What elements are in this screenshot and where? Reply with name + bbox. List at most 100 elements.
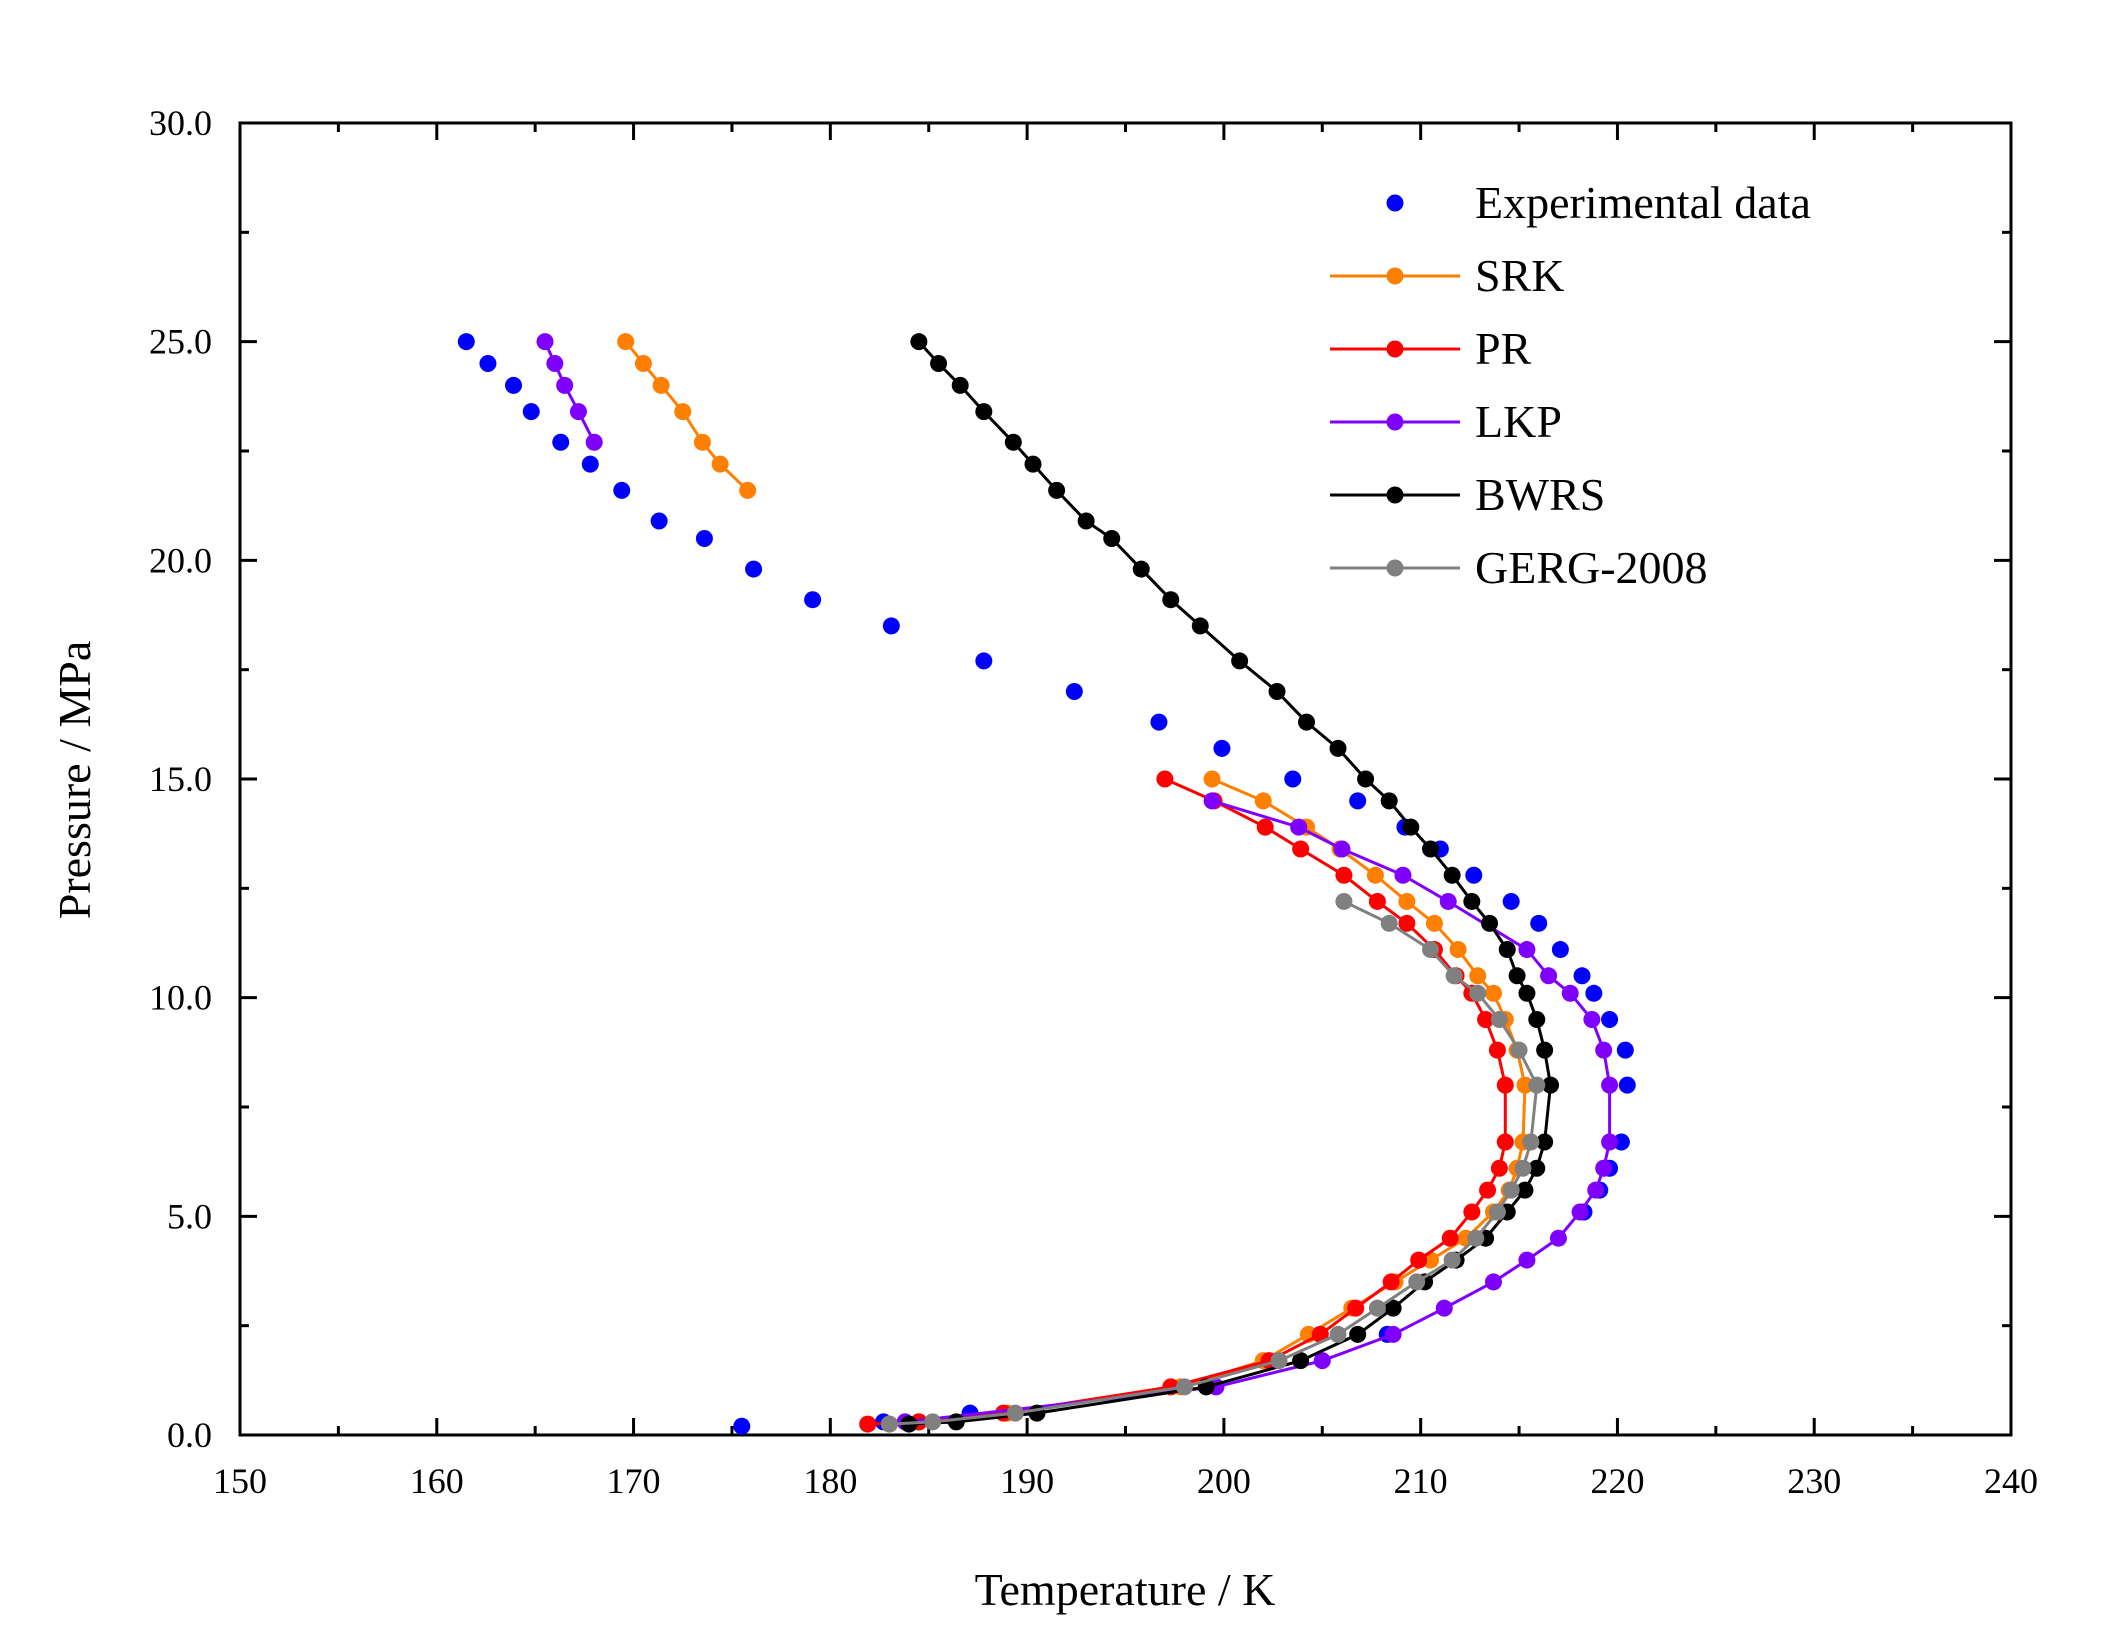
- pr-point: [1479, 1181, 1497, 1199]
- pr-point: [1292, 840, 1310, 858]
- pr-point: [1477, 1011, 1495, 1029]
- pr-point: [1463, 1203, 1481, 1221]
- axis-ticks: [238, 121, 2013, 1437]
- y-tick-label: 0.0: [167, 1415, 212, 1455]
- experimental-data-point: [1213, 739, 1231, 757]
- gerg-2008-point: [1490, 1011, 1508, 1029]
- srk-point: [693, 433, 711, 451]
- gerg-2008-point: [1408, 1273, 1426, 1291]
- gerg-2008-point: [1368, 1299, 1386, 1317]
- pr-point: [1156, 770, 1174, 788]
- legend-label: Experimental data: [1475, 177, 1811, 228]
- pr-point: [1398, 914, 1416, 932]
- srk-point: [1254, 792, 1272, 810]
- y-tick-label: 30.0: [149, 103, 212, 143]
- bwrs-point: [1048, 481, 1066, 499]
- lkp-point: [1595, 1041, 1613, 1059]
- y-tick-label: 5.0: [167, 1196, 212, 1236]
- x-tick-label: 160: [410, 1461, 464, 1501]
- srk-point: [1203, 770, 1221, 788]
- series-lkp: [536, 333, 1619, 1431]
- bwrs-point: [1357, 770, 1375, 788]
- gerg-2008-point: [1445, 967, 1463, 985]
- series-pr: [859, 770, 1514, 1433]
- experimental-data-point: [882, 617, 900, 635]
- legend-marker: [1386, 486, 1404, 504]
- bwrs-point: [1077, 512, 1095, 530]
- x-tick-label: 190: [1000, 1461, 1054, 1501]
- axis-tick-labels: 150 160 170 180 190 200 210 220 230 240 0.0 5.0 10.0…: [149, 103, 2038, 1501]
- lkp-point: [1601, 1133, 1619, 1151]
- lkp-point: [1587, 1181, 1605, 1199]
- bwrs-point: [1443, 866, 1461, 884]
- bwrs-point: [1380, 792, 1398, 810]
- experimental-data-point: [479, 355, 497, 373]
- lkp-point: [1601, 1076, 1619, 1094]
- pr-point: [1496, 1133, 1514, 1151]
- experimental-data-point: [1612, 1133, 1630, 1151]
- y-tick-label: 10.0: [149, 978, 212, 1018]
- bwrs-point: [1162, 591, 1180, 609]
- pr-point: [1410, 1251, 1428, 1269]
- lkp-point: [556, 376, 574, 394]
- legend-label: PR: [1475, 323, 1532, 374]
- pr-point: [1441, 1229, 1459, 1247]
- y-axis-title: Pressure / MPa: [49, 641, 100, 920]
- gerg-2008-point: [1510, 1041, 1528, 1059]
- experimental-data-point: [1284, 770, 1302, 788]
- srk-point: [1484, 984, 1502, 1002]
- series-gerg-2008: [880, 892, 1546, 1433]
- bwrs-point: [975, 403, 993, 421]
- bwrs-point: [1481, 914, 1499, 932]
- experimental-data-point: [1530, 914, 1548, 932]
- experimental-data-point: [1618, 1076, 1636, 1094]
- legend-item-srk: SRK: [1330, 250, 1564, 301]
- lkp-point: [585, 433, 603, 451]
- srk-point: [1366, 866, 1384, 884]
- gerg-2008-point: [1502, 1181, 1520, 1199]
- x-tick-label: 200: [1197, 1461, 1251, 1501]
- legend-label: BWRS: [1475, 469, 1605, 520]
- lkp-point: [1313, 1352, 1331, 1370]
- bwrs-point: [1542, 1076, 1560, 1094]
- gerg-2008-point: [1329, 1325, 1347, 1343]
- gerg-2008-point: [1270, 1352, 1288, 1370]
- bwrs-point: [1528, 1011, 1546, 1029]
- bwrs-point: [1528, 1159, 1546, 1177]
- pr-point: [1311, 1325, 1329, 1343]
- bwrs-point: [1536, 1133, 1554, 1151]
- lkp-point: [1595, 1159, 1613, 1177]
- x-tick-label: 210: [1394, 1461, 1448, 1501]
- pr-point: [1368, 892, 1386, 910]
- lkp-point: [536, 333, 554, 351]
- experimental-data-point: [733, 1417, 751, 1435]
- legend-item-pr: PR: [1330, 323, 1532, 374]
- legend-item-gerg-2008: GERG-2008: [1330, 542, 1708, 593]
- lkp-point: [1540, 967, 1558, 985]
- legend-item-bwrs: BWRS: [1330, 469, 1605, 520]
- x-tick-label: 240: [1984, 1461, 2038, 1501]
- bwrs-point: [1191, 617, 1209, 635]
- bwrs-point: [1516, 1181, 1534, 1199]
- legend-marker: [1386, 340, 1404, 358]
- lkp-point: [546, 355, 564, 373]
- pr-point: [1488, 1041, 1506, 1059]
- lkp-point: [1435, 1299, 1453, 1317]
- experimental-data-point: [505, 376, 523, 394]
- gerg-2008-point: [1488, 1203, 1506, 1221]
- srk-point: [1516, 1076, 1534, 1094]
- gerg-2008-line: [889, 900, 1539, 1426]
- legend-label: GERG-2008: [1475, 542, 1708, 593]
- gerg-2008-point: [924, 1413, 942, 1431]
- experimental-data-point: [1585, 984, 1603, 1002]
- bwrs-point: [1384, 1299, 1402, 1317]
- x-tick-label: 170: [607, 1461, 661, 1501]
- experimental-data-point: [745, 560, 763, 578]
- pr-point: [1382, 1273, 1400, 1291]
- bwrs-point: [1024, 455, 1042, 473]
- bwrs-point: [1298, 713, 1316, 731]
- srk-line: [889, 777, 1527, 1426]
- bwrs-point: [1349, 1325, 1367, 1343]
- y-tick-label: 15.0: [149, 759, 212, 799]
